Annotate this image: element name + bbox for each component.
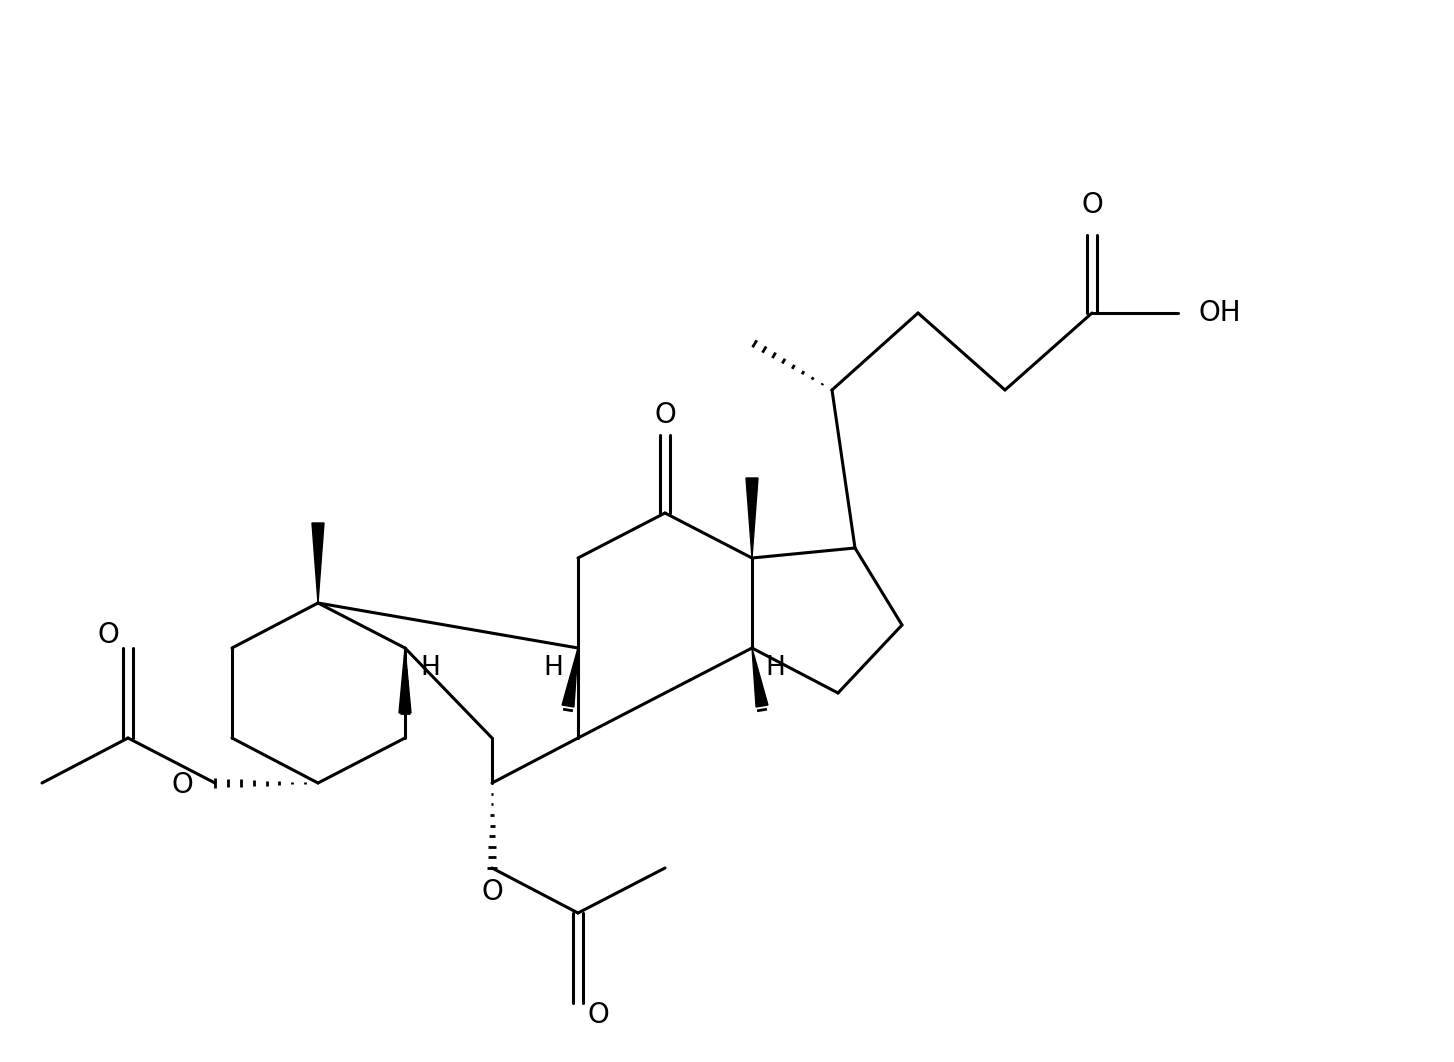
Text: O: O <box>654 401 676 429</box>
Polygon shape <box>746 478 758 558</box>
Text: H: H <box>542 655 563 681</box>
Text: O: O <box>481 878 503 906</box>
Polygon shape <box>563 648 579 707</box>
Text: O: O <box>587 1001 609 1029</box>
Text: OH: OH <box>1198 299 1240 327</box>
Polygon shape <box>313 523 324 603</box>
Polygon shape <box>398 648 411 713</box>
Polygon shape <box>752 648 768 707</box>
Text: H: H <box>765 655 785 681</box>
Text: H: H <box>420 655 441 681</box>
Text: O: O <box>172 771 193 799</box>
Text: O: O <box>97 621 119 649</box>
Text: O: O <box>1082 191 1104 219</box>
